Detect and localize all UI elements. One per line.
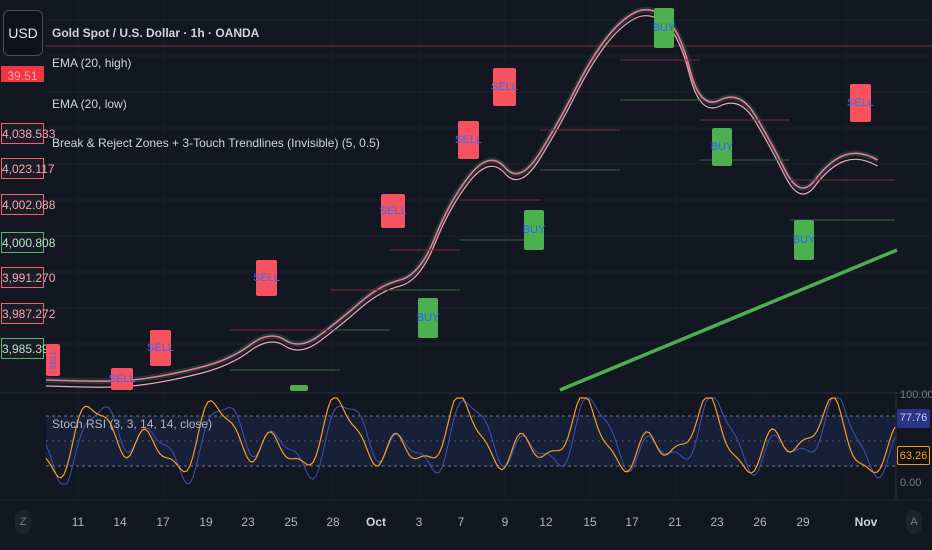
time-axis-label: 3 [415,515,423,529]
buy-signal: BUY [523,210,545,250]
sell-signal: SELL [109,368,135,390]
price-tag: 3,985.392 [1,338,55,359]
time-axis-label: 14 [113,515,127,529]
time-axis-label: 9 [501,515,509,529]
time-axis-label: 15 [583,515,597,529]
price-tag: 3,991.270 [1,267,55,288]
sell-signal: SELL [46,344,60,376]
rsi-d-value: 63.26 [897,446,930,465]
price-tag: 4,002.088 [1,194,55,215]
sell-signal: SELL [491,68,518,106]
time-axis-label: 28 [326,515,340,529]
rsi-d-line [45,397,896,479]
price-tag-partial: 39.51 [1,66,44,82]
buy-signal: BUY [793,220,815,260]
rsi-k-value: 77.76 [897,409,930,428]
time-axis-label: 17 [625,515,639,529]
zoom-left-button[interactable]: Z [15,510,31,534]
ema-line [45,8,878,383]
trendline [559,248,898,392]
rsi-k-line [45,397,896,485]
sell-signal: SELL [847,84,874,122]
buy-signal [290,385,308,391]
sell-signal: SELL [253,260,280,296]
price-tag: 4,023.117 [1,158,55,179]
rsi-axis-top: 100.00 [900,389,932,401]
auto-scale-button[interactable]: A [906,510,922,534]
sell-signal: SELL [147,330,174,366]
candle-band [45,6,879,385]
time-axis-label: 21 [668,515,682,529]
time-axis-label: 19 [199,515,213,529]
time-axis-label: 25 [284,515,298,529]
price-tag: 3,987.272 [1,303,55,324]
sell-signal: SELL [380,194,406,228]
time-axis-label: 23 [710,515,724,529]
stoch-rsi-legend[interactable]: Stoch RSI (3, 3, 14, 14, close) [52,417,213,431]
sell-signal: SELL [455,121,482,159]
time-axis-label: 12 [539,515,553,529]
price-tag: 4,038.533 [1,123,55,144]
currency-button[interactable]: USD [3,10,43,56]
ema-line [45,15,878,388]
buy-signal: BUY [711,128,733,166]
buy-signal: BUY [417,298,439,338]
indicator-ema-low[interactable]: EMA (20, low) [52,97,127,111]
time-axis-label: 23 [241,515,255,529]
indicator-ema-high[interactable]: EMA (20, high) [52,56,132,70]
currency-label: USD [8,25,38,41]
time-axis-label: 17 [156,515,170,529]
rsi-axis-bottom: 0.00 [900,477,922,489]
indicator-zones[interactable]: Break & Reject Zones + 3-Touch Trendline… [52,136,380,150]
time-axis-label: 29 [796,515,810,529]
buy-signal: BUY [653,8,675,48]
price-tag: 4,000.808 [1,232,55,253]
symbol-title[interactable]: Gold Spot / U.S. Dollar · 1h · OANDA [52,26,260,40]
time-axis-label: Nov [854,515,878,529]
time-axis-label: 26 [753,515,767,529]
time-axis-label: 7 [457,515,465,529]
time-axis-label: 11 [71,515,85,529]
time-axis-label: Oct [365,515,387,529]
